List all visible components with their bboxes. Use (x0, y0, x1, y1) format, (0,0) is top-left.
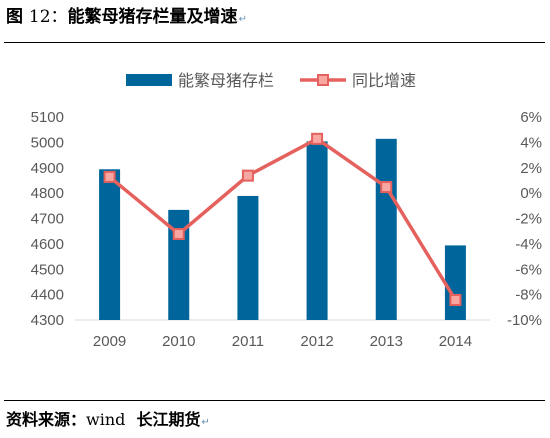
right-tick-label: -8% (515, 287, 542, 304)
x-tick-label: 2011 (232, 333, 264, 350)
paragraph-mark-icon: ↵ (238, 14, 247, 25)
right-tick-label: -10% (507, 312, 542, 329)
chart-figure: 能繁母猪存栏 同比增速 4300 4400 4500 4600 4700 4800 4900 5… (31, 72, 542, 350)
growth-point (103, 170, 116, 183)
right-tick-label: 0% (520, 185, 542, 202)
figure-title-text: 能繁母猪存栏量及增速 (67, 7, 238, 27)
line-series (103, 132, 462, 306)
left-tick-label: 4900 (31, 160, 64, 177)
chart-legend: 能繁母猪存栏 同比增速 (126, 72, 416, 90)
growth-point (241, 169, 254, 182)
legend-marker (317, 74, 329, 86)
legend-label-bar: 能繁母猪存栏 (178, 72, 274, 90)
figure-title: 图 12：能繁母猪存栏量及增速↵ (6, 6, 247, 31)
growth-line (108, 137, 457, 301)
right-tick-label: 2% (520, 160, 542, 177)
bar (444, 245, 466, 320)
left-tick-label: 5100 (31, 109, 64, 126)
x-tick-label: 2010 (162, 333, 195, 350)
bar (306, 141, 328, 320)
left-tick-label: 4700 (31, 211, 64, 228)
source-label: 资料来源： (6, 410, 87, 429)
left-tick-label: 4400 (31, 287, 64, 304)
right-axis: -10% -8% -6% -4% -2% 0% 2% 4% 6% (507, 109, 542, 329)
growth-point (311, 132, 324, 145)
growth-point (380, 181, 393, 194)
left-tick-label: 4300 (31, 312, 64, 329)
source-name-latin: wind (86, 410, 126, 429)
left-tick-label: 4500 (31, 261, 64, 278)
bar (375, 138, 397, 320)
right-tick-label: 4% (520, 134, 542, 151)
right-tick-label: -6% (515, 261, 542, 278)
x-tick-label: 2012 (300, 333, 333, 350)
right-tick-label: -4% (515, 236, 542, 253)
right-tick-label: -2% (515, 211, 542, 228)
bar (99, 169, 121, 320)
left-tick-label: 4600 (31, 236, 64, 253)
figure-title-number: 12： (28, 7, 68, 27)
left-tick-label: 4800 (31, 185, 64, 202)
paragraph-mark-icon: ↵ (201, 417, 210, 428)
x-tick-label: 2013 (370, 333, 403, 350)
left-axis: 4300 4400 4500 4600 4700 4800 4900 5000 5100 (31, 109, 64, 329)
figure-title-prefix: 图 (6, 7, 23, 27)
x-tick-label: 2014 (439, 333, 472, 350)
source-note: 资料来源：wind 长江期货↵ (6, 409, 210, 434)
bar (237, 195, 259, 320)
growth-point (449, 293, 462, 306)
bottom-rule (4, 400, 545, 401)
legend-label-line: 同比增速 (352, 72, 416, 90)
top-rule (4, 42, 545, 43)
legend-swatch-bar (126, 74, 172, 86)
source-name-cn: 长江期货 (136, 410, 201, 429)
right-tick-label: 6% (520, 109, 542, 126)
x-tick-label: 2009 (93, 333, 126, 350)
x-axis: 2009 2010 2011 2012 2013 2014 (93, 333, 472, 350)
left-tick-label: 5000 (31, 134, 64, 151)
growth-point (172, 227, 185, 240)
